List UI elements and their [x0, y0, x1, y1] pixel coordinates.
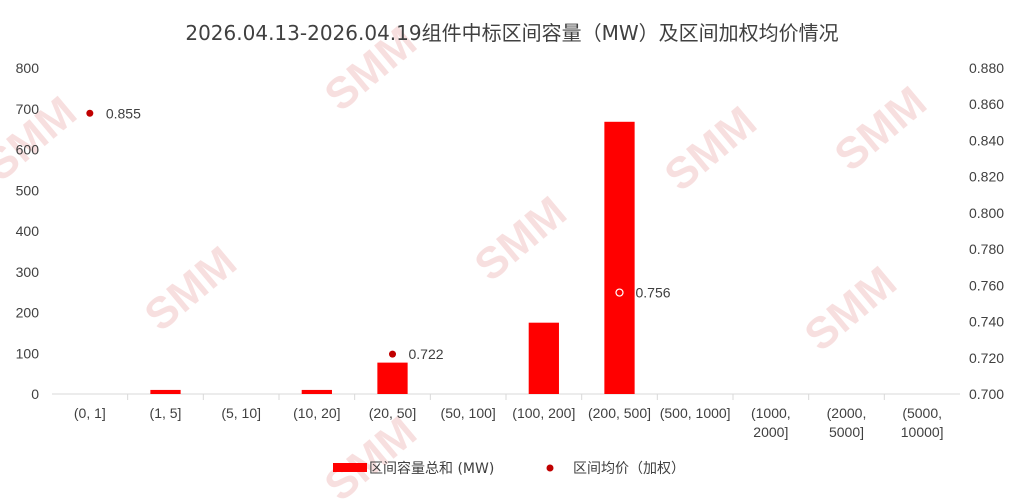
- watermark-text: SMM: [796, 257, 906, 361]
- right-axis-tick-label: 0.760: [969, 277, 1004, 293]
- x-axis-tick-label-line: (20, 50]: [369, 405, 416, 421]
- x-axis-tick-label-line: 2000]: [753, 424, 788, 440]
- left-axis-tick-label: 700: [16, 101, 40, 117]
- x-axis-tick-label: (20, 50]: [369, 405, 416, 421]
- x-axis-tick-label-line: (2000,: [827, 405, 867, 421]
- x-axis-tick-label-line: 5000]: [829, 424, 864, 440]
- price-data-label: 0.855: [106, 105, 141, 121]
- price-point: [86, 109, 94, 117]
- bar: [377, 362, 408, 394]
- x-axis-tick-label-line: (1, 5]: [150, 405, 182, 421]
- price-data-label: 0.756: [636, 285, 671, 301]
- right-axis-tick-label: 0.720: [969, 350, 1004, 366]
- bar: [150, 389, 181, 394]
- left-axis-tick-label: 300: [16, 264, 40, 280]
- price-point: [389, 350, 396, 358]
- left-axis-tick-label: 400: [16, 223, 40, 239]
- x-axis-tick-label: (5000, 10000]: [901, 405, 944, 440]
- bar: [301, 389, 332, 394]
- x-axis-tick-label: (200, 500]: [588, 405, 651, 421]
- x-axis-tick-label: (50, 100]: [441, 405, 496, 421]
- bar: [604, 121, 635, 394]
- watermark-text: SMM: [0, 87, 86, 191]
- x-axis-tick-label: (5, 10]: [221, 405, 261, 421]
- x-axis-tick-label-line: (500, 1000]: [660, 405, 731, 421]
- legend: 区间容量总和 (MW) 区间均价（加权）: [333, 460, 685, 477]
- left-axis-tick-label: 0: [31, 386, 39, 402]
- x-axis-tick-label-line: (100, 200]: [512, 405, 575, 421]
- left-axis-tick-label: 100: [16, 345, 40, 361]
- x-axis-tick-label-line: (10, 20]: [293, 405, 340, 421]
- x-axis-tick-label: (100, 200]: [512, 405, 575, 421]
- scatter-series: 0.855 0.722 0.756: [86, 105, 671, 362]
- bar-series: [150, 121, 635, 394]
- x-axis-tick-label-line: (50, 100]: [441, 405, 496, 421]
- x-axis-tick-label: (500, 1000]: [660, 405, 731, 421]
- x-axis-tick-label-line: 10000]: [901, 424, 944, 440]
- left-axis-tick-label: 800: [16, 60, 40, 76]
- x-axis-tick-label-line: (5000,: [902, 405, 942, 421]
- right-axis-tick-label: 0.840: [969, 132, 1004, 148]
- x-axis-tick-label: (2000, 5000]: [827, 405, 867, 440]
- left-axis-tick-label: 600: [16, 142, 40, 158]
- right-axis-tick-label: 0.740: [969, 314, 1004, 330]
- right-axis-tick-label: 0.820: [969, 169, 1004, 185]
- price-point: [615, 288, 624, 297]
- left-axis-tick-label: 200: [16, 305, 40, 321]
- legend-bar-swatch: [333, 463, 367, 472]
- right-axis-tick-label: 0.880: [969, 60, 1004, 76]
- bar: [528, 322, 559, 394]
- chart-title: 2026.04.13-2026.04.19组件中标区间容量（MW）及区间加权均价…: [185, 21, 838, 45]
- x-axis-labels: (0, 1] (1, 5] (5, 10] (10, 20] (20, 50] (50, …: [74, 405, 944, 440]
- legend-bar-label: 区间容量总和 (MW): [369, 460, 494, 477]
- watermark-text: SMM: [466, 187, 576, 291]
- x-axis-tick-label-line: (1000,: [751, 405, 791, 421]
- left-axis-tick-label: 500: [16, 182, 40, 198]
- x-axis-tick-label-line: (5, 10]: [221, 405, 261, 421]
- legend-point-label: 区间均价（加权）: [573, 461, 685, 477]
- price-data-label: 0.722: [409, 346, 444, 362]
- watermark-text: SMM: [656, 97, 766, 201]
- axes: 0 100 200 300 400 500 600 700 800 0.700 0.720 0.740…: [16, 60, 1005, 402]
- x-axis-tick-label-line: (200, 500]: [588, 405, 651, 421]
- right-axis-tick-label: 0.860: [969, 96, 1004, 112]
- watermark-text: SMM: [826, 77, 936, 181]
- x-axis-tick-label: (0, 1]: [74, 405, 106, 421]
- legend-point-swatch: [546, 464, 554, 472]
- watermark-text: SMM: [136, 237, 246, 341]
- x-axis-tick-label-line: (0, 1]: [74, 405, 106, 421]
- x-axis-tick-label: (10, 20]: [293, 405, 340, 421]
- right-axis-tick-label: 0.700: [969, 386, 1004, 402]
- right-axis-tick-label: 0.780: [969, 241, 1004, 257]
- x-axis-tick-label: (1000, 2000]: [751, 405, 791, 440]
- x-axis-tick-label: (1, 5]: [150, 405, 182, 421]
- right-axis-tick-label: 0.800: [969, 205, 1004, 221]
